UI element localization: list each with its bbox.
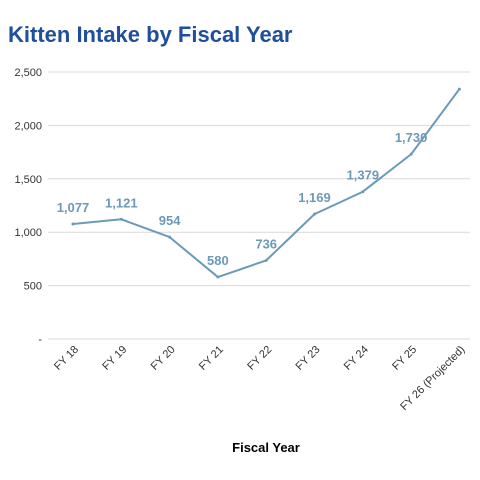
y-tick-label: 1,500 xyxy=(14,174,42,186)
x-tick-label: FY 18 xyxy=(52,344,81,373)
data-label: 580 xyxy=(207,253,229,268)
data-label: 954 xyxy=(159,213,181,228)
x-tick-label: FY 19 xyxy=(100,344,129,373)
x-tick-label: FY 22 xyxy=(245,344,274,373)
data-point xyxy=(457,87,461,91)
data-point xyxy=(409,152,413,156)
data-point xyxy=(119,217,123,221)
y-tick-label: - xyxy=(38,334,42,346)
data-point xyxy=(168,235,172,239)
x-tick-label: FY 23 xyxy=(294,344,323,373)
x-tick-label: FY 25 xyxy=(390,344,419,373)
y-tick-label: 500 xyxy=(24,281,42,293)
x-axis-ticks: FY 18 FY 19 FY 20 FY 21 FY 22 FY 23 FY 24 FY 25… xyxy=(52,344,468,413)
data-label: 1,379 xyxy=(347,168,380,183)
y-tick-label: 2,500 xyxy=(14,67,42,79)
chart-title: Kitten Intake by Fiscal Year xyxy=(8,22,293,47)
data-label: 1,121 xyxy=(105,195,138,210)
x-tick-label: FY 24 xyxy=(342,344,371,373)
x-axis-title: Fiscal Year xyxy=(232,440,300,455)
gridlines xyxy=(48,71,470,340)
x-tick-label: FY 20 xyxy=(149,344,178,373)
y-tick-label: 1,000 xyxy=(14,227,42,239)
data-label: 1,169 xyxy=(298,190,331,205)
data-point xyxy=(264,258,268,262)
x-tick-label: FY 21 xyxy=(197,344,226,373)
data-point xyxy=(71,222,75,226)
data-label: 1,077 xyxy=(57,200,90,215)
data-point xyxy=(216,275,220,279)
data-point xyxy=(361,190,365,194)
series-layer xyxy=(71,87,461,279)
data-labels: 1,077 1,121 954 580 736 1,169 1,379 1,730 xyxy=(57,130,428,268)
data-label: 736 xyxy=(255,236,277,251)
y-tick-label: 2,000 xyxy=(14,120,42,132)
data-label: 1,730 xyxy=(395,130,428,145)
data-point xyxy=(313,212,316,216)
y-axis-ticks: - 500 1,000 1,500 2,000 2,500 xyxy=(14,67,42,346)
